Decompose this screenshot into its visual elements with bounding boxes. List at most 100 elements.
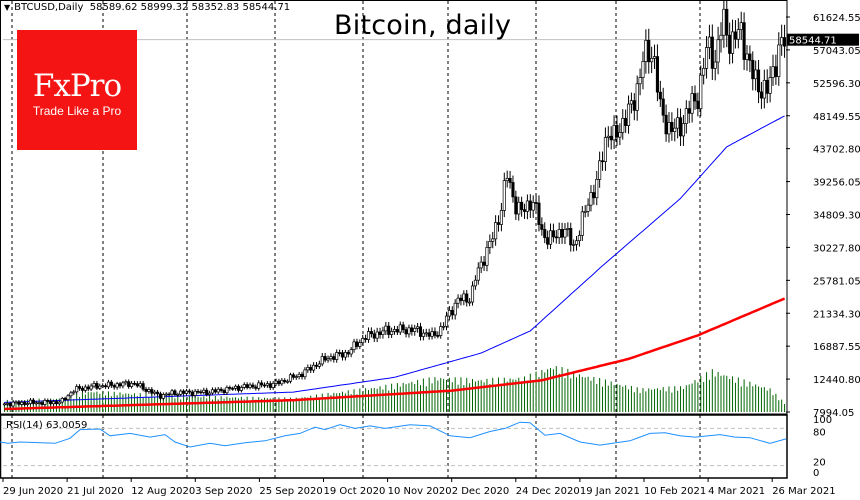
candle-body xyxy=(355,341,359,347)
candle-body xyxy=(340,352,345,358)
rsi-label: RSI(14) 63.0059 xyxy=(6,420,88,431)
candle xyxy=(751,51,755,91)
candle-body xyxy=(184,390,189,394)
candle-body xyxy=(754,69,758,80)
candle-body xyxy=(92,383,96,387)
candle-body xyxy=(213,389,217,393)
candle xyxy=(678,108,683,146)
candle-body xyxy=(759,91,763,99)
candle-body xyxy=(54,401,59,405)
candle xyxy=(407,324,411,338)
candle-body xyxy=(580,211,584,236)
candle-body xyxy=(768,77,772,94)
rsi-panel-frame xyxy=(0,414,788,479)
candle-body xyxy=(86,386,90,390)
candle xyxy=(525,194,529,220)
candle-body xyxy=(106,381,111,388)
candle xyxy=(759,81,763,109)
candle xyxy=(78,384,82,391)
candle xyxy=(430,327,434,340)
y-tick-label: 16887.55 xyxy=(813,342,860,353)
candle-body xyxy=(456,297,460,304)
candle-body xyxy=(222,390,226,394)
candle-body xyxy=(343,352,347,358)
candle xyxy=(138,381,142,388)
candle-body xyxy=(352,341,356,350)
candle-body xyxy=(52,401,56,405)
candle xyxy=(780,24,784,56)
candle xyxy=(179,389,183,397)
candle-body xyxy=(742,22,746,60)
candle xyxy=(314,362,319,370)
x-tick-label: 3 Sep 2020 xyxy=(195,486,252,497)
candle-body xyxy=(427,332,431,337)
candle-body xyxy=(629,100,633,105)
candle xyxy=(245,382,249,390)
candle xyxy=(89,383,93,392)
x-tick-label: 21 Jul 2020 xyxy=(67,486,124,497)
candle xyxy=(690,86,694,123)
candle-body xyxy=(447,309,451,317)
candle xyxy=(156,389,160,397)
x-tick-label: 26 Mar 2021 xyxy=(772,486,835,497)
candle-body xyxy=(378,331,382,335)
candle xyxy=(603,127,607,171)
dropdown-triangle-icon[interactable]: ▼ xyxy=(4,3,11,12)
candle-body xyxy=(369,331,373,335)
candle-body xyxy=(387,325,391,335)
candle xyxy=(719,22,723,53)
candle xyxy=(219,387,223,393)
candle-body xyxy=(167,393,171,396)
candle xyxy=(667,112,671,143)
candle xyxy=(268,381,272,390)
candle xyxy=(366,327,371,343)
logo-tagline: Trade Like a Pro xyxy=(32,104,122,118)
candle xyxy=(684,100,688,134)
candle-body xyxy=(531,202,535,211)
candle xyxy=(132,380,137,386)
candle-body xyxy=(716,39,720,63)
candle-body xyxy=(366,331,371,340)
candle-body xyxy=(517,201,521,215)
candle xyxy=(655,44,659,102)
candle xyxy=(213,387,217,394)
candle xyxy=(702,57,706,85)
candle-body xyxy=(297,373,301,377)
candle-body xyxy=(28,399,32,404)
candle-body xyxy=(20,401,24,405)
candle-body xyxy=(254,386,258,389)
candle-body xyxy=(358,342,362,347)
candle-body xyxy=(234,385,238,389)
candle xyxy=(673,118,677,142)
candle-body xyxy=(676,117,680,129)
candle-body xyxy=(615,124,619,138)
candle-body xyxy=(644,40,648,62)
candle xyxy=(184,388,189,396)
candle xyxy=(274,378,278,386)
candle-body xyxy=(294,376,298,378)
candle-body xyxy=(473,279,477,287)
candle-body xyxy=(37,402,41,404)
candle xyxy=(531,195,535,218)
x-tick-label: 19 Jan 2021 xyxy=(580,486,640,497)
candle xyxy=(416,323,420,333)
candle xyxy=(37,400,41,405)
candle xyxy=(190,389,194,398)
candle-body xyxy=(771,66,775,78)
candle-body xyxy=(182,390,186,394)
x-tick-label: 10 Feb 2021 xyxy=(644,486,706,497)
candle-body xyxy=(537,202,541,225)
candle xyxy=(647,28,651,74)
candle-body xyxy=(274,380,278,384)
candle-body xyxy=(260,382,264,386)
candle xyxy=(725,0,729,48)
candle xyxy=(644,29,648,74)
candle xyxy=(442,322,446,331)
candle-body xyxy=(485,247,489,266)
candle xyxy=(57,400,61,406)
candle-body xyxy=(17,401,21,405)
candle-body xyxy=(242,384,246,388)
candle xyxy=(372,329,376,342)
candle-body xyxy=(783,37,787,47)
